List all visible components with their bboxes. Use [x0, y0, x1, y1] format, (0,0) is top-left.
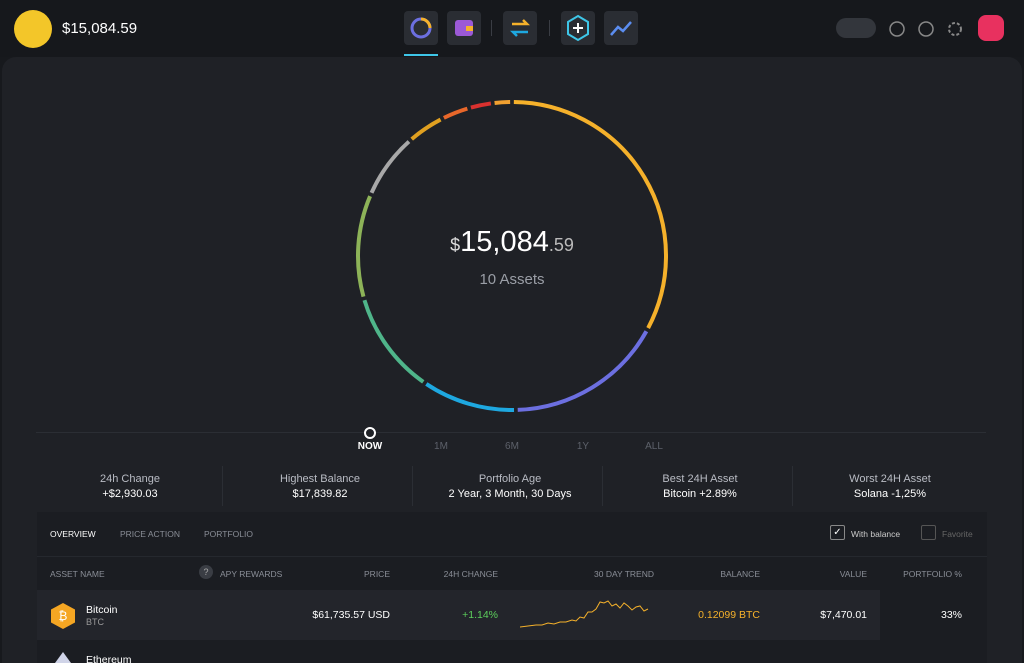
donut-segment [513, 100, 668, 329]
checkbox-checked[interactable]: ✓ [830, 525, 845, 540]
separator [491, 20, 492, 36]
wallet-nav[interactable] [447, 11, 481, 45]
stat-label: Best 24H Asset [662, 473, 738, 485]
asset-value: $7,470.01 [820, 609, 867, 621]
column-header[interactable]: BALANCE [720, 569, 760, 579]
portfolio-donut [356, 100, 668, 412]
portfolio-nav[interactable] [404, 11, 438, 45]
timeframe-option[interactable]: 6M [505, 441, 519, 452]
checkbox[interactable] [921, 525, 936, 540]
donut-segment [410, 117, 442, 141]
donut-segment [517, 330, 649, 412]
stat-divider [412, 466, 413, 506]
apps-nav[interactable] [561, 11, 595, 45]
stat-value: Solana -1,25% [853, 488, 927, 500]
header-icons [889, 21, 962, 37]
stat-divider [792, 466, 793, 506]
row-highlight [37, 590, 880, 640]
column-header[interactable]: PORTFOLIO % [903, 569, 962, 579]
avatar[interactable] [14, 10, 52, 48]
column-header[interactable]: VALUE [839, 569, 867, 579]
timeframe-option[interactable]: 1M [434, 441, 448, 452]
stat-label: Worst 24H Asset [849, 473, 931, 485]
filter-label: With balance [851, 529, 901, 539]
asset-ticker: BTC [86, 617, 104, 627]
trend-sparkline [520, 600, 649, 628]
stat: Portfolio Age 2 Year, 3 Month, 30 Days [420, 473, 600, 500]
exchange-icon [509, 19, 531, 37]
stat: Worst 24H Asset Solana -1,25% [800, 473, 980, 500]
asset-balance: 0.12099 BTC [698, 609, 760, 621]
table-tab[interactable]: OVERVIEW [50, 529, 96, 539]
wallet-icon [455, 20, 473, 36]
asset-count: 10 Assets [479, 271, 545, 288]
donut-segment [369, 140, 411, 194]
stat-label: Highest Balance [279, 473, 361, 485]
table-tab[interactable]: PRICE ACTION [120, 529, 180, 539]
asset-portfolio: 33% [940, 609, 962, 621]
exodus-logo[interactable] [978, 15, 1004, 41]
donut-segment [494, 100, 511, 105]
stat-value: Bitcoin +2.89% [663, 488, 737, 500]
separator [549, 20, 550, 36]
filter-label: Favorite [942, 529, 973, 539]
donut-segment [425, 382, 515, 412]
donut-segment [356, 195, 372, 298]
active-indicator [404, 54, 438, 56]
asset-name: Ethereum [86, 654, 132, 663]
trade-nav[interactable] [604, 11, 638, 45]
column-header[interactable]: ASSET NAME [50, 569, 105, 579]
divider [37, 556, 987, 557]
column-header[interactable]: PRICE [364, 569, 390, 579]
column-header[interactable]: 24H CHANGE [443, 569, 498, 579]
exchange-nav[interactable] [503, 11, 537, 45]
donut-segment [470, 101, 492, 110]
timeline [36, 432, 986, 433]
stat-divider [602, 466, 603, 506]
stat-value: +$2,930.03 [102, 488, 158, 500]
portfolio-icon [410, 17, 432, 39]
stat-value: $17,839.82 [292, 488, 348, 500]
donut-segment [442, 106, 468, 120]
currency: $ [450, 235, 461, 255]
timeline-knob[interactable] [364, 427, 376, 439]
donut-total: $15,084.59 [412, 226, 612, 259]
asset-price: $61,735.57 USD [312, 609, 390, 621]
trade-icon [610, 21, 632, 36]
donut-segment [362, 299, 425, 384]
timeframe-option[interactable]: NOW [357, 441, 383, 452]
total-main: 15,084 [460, 226, 549, 258]
stat: 24h Change +$2,930.03 [40, 473, 220, 500]
stat: Highest Balance $17,839.82 [230, 473, 410, 500]
bitcoin-icon: ₿ [51, 603, 75, 629]
asset-name: Bitcoin [86, 604, 118, 616]
apps-icon [567, 14, 589, 42]
column-header[interactable]: APY REWARDS [220, 569, 283, 579]
asset-change: +1.14% [462, 609, 498, 621]
stat-value: 2 Year, 3 Month, 30 Days [448, 488, 572, 500]
stat: Best 24H Asset Bitcoin +2.89% [610, 473, 790, 500]
stat-label: 24h Change [100, 473, 160, 485]
column-header[interactable]: 30 DAY TREND [594, 569, 654, 579]
header-balance: $15,084.59 [62, 20, 138, 37]
total-cents: .59 [548, 235, 574, 255]
stat-divider [222, 466, 223, 506]
timeframe-option[interactable]: ALL [645, 441, 663, 452]
timeframe-option[interactable]: 1Y [576, 441, 590, 452]
ethereum-icon [55, 652, 71, 663]
svg-text:₿: ₿ [59, 609, 68, 623]
table-tab[interactable]: PORTFOLIO [204, 529, 253, 539]
lock-toggle[interactable] [836, 18, 876, 38]
stat-label: Portfolio Age [478, 473, 542, 485]
help-icon[interactable]: ? [199, 565, 213, 579]
